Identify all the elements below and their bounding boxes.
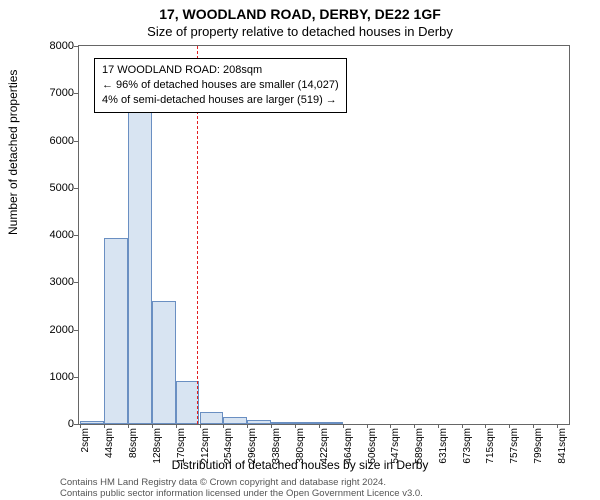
histogram-bar [247,420,271,424]
title-sub: Size of property relative to detached ho… [0,24,600,39]
histogram-bar [104,238,128,424]
info-box-line: 17 WOODLAND ROAD: 208sqm [102,63,339,78]
info-box-line: ← 96% of detached houses are smaller (14… [102,78,339,93]
y-tick-mark [74,330,78,331]
y-tick-label: 7000 [24,87,74,99]
y-tick-label: 3000 [24,276,74,288]
y-tick-mark [74,93,78,94]
histogram-bar [128,106,152,424]
y-tick-label: 8000 [24,40,74,52]
histogram-bar [223,417,247,424]
y-tick-mark [74,235,78,236]
info-box-line: 4% of semi-detached houses are larger (5… [102,93,339,108]
info-box: 17 WOODLAND ROAD: 208sqm← 96% of detache… [94,58,347,113]
y-tick-mark [74,424,78,425]
chart-container: 17, WOODLAND ROAD, DERBY, DE22 1GF Size … [0,0,600,500]
y-tick-mark [74,46,78,47]
y-tick-mark [74,282,78,283]
footer-line-2: Contains public sector information licen… [60,488,423,499]
y-tick-label: 6000 [24,135,74,147]
histogram-bar [271,422,295,424]
histogram-bar [176,381,200,424]
y-axis-label: Number of detached properties [6,70,20,235]
x-axis-label: Distribution of detached houses by size … [0,458,600,472]
footer-line-1: Contains HM Land Registry data © Crown c… [60,477,386,488]
y-tick-label: 5000 [24,182,74,194]
title-main: 17, WOODLAND ROAD, DERBY, DE22 1GF [0,6,600,22]
y-tick-label: 2000 [24,324,74,336]
y-tick-mark [74,377,78,378]
histogram-bar [319,422,343,424]
y-tick-label: 1000 [24,371,74,383]
histogram-bar [295,422,319,424]
histogram-bar [152,301,176,424]
y-tick-mark [74,141,78,142]
y-tick-label: 0 [24,418,74,430]
histogram-bar [200,412,224,424]
y-tick-label: 4000 [24,229,74,241]
y-tick-mark [74,188,78,189]
plot-area: 17 WOODLAND ROAD: 208sqm← 96% of detache… [78,45,570,425]
histogram-bar [80,421,104,424]
